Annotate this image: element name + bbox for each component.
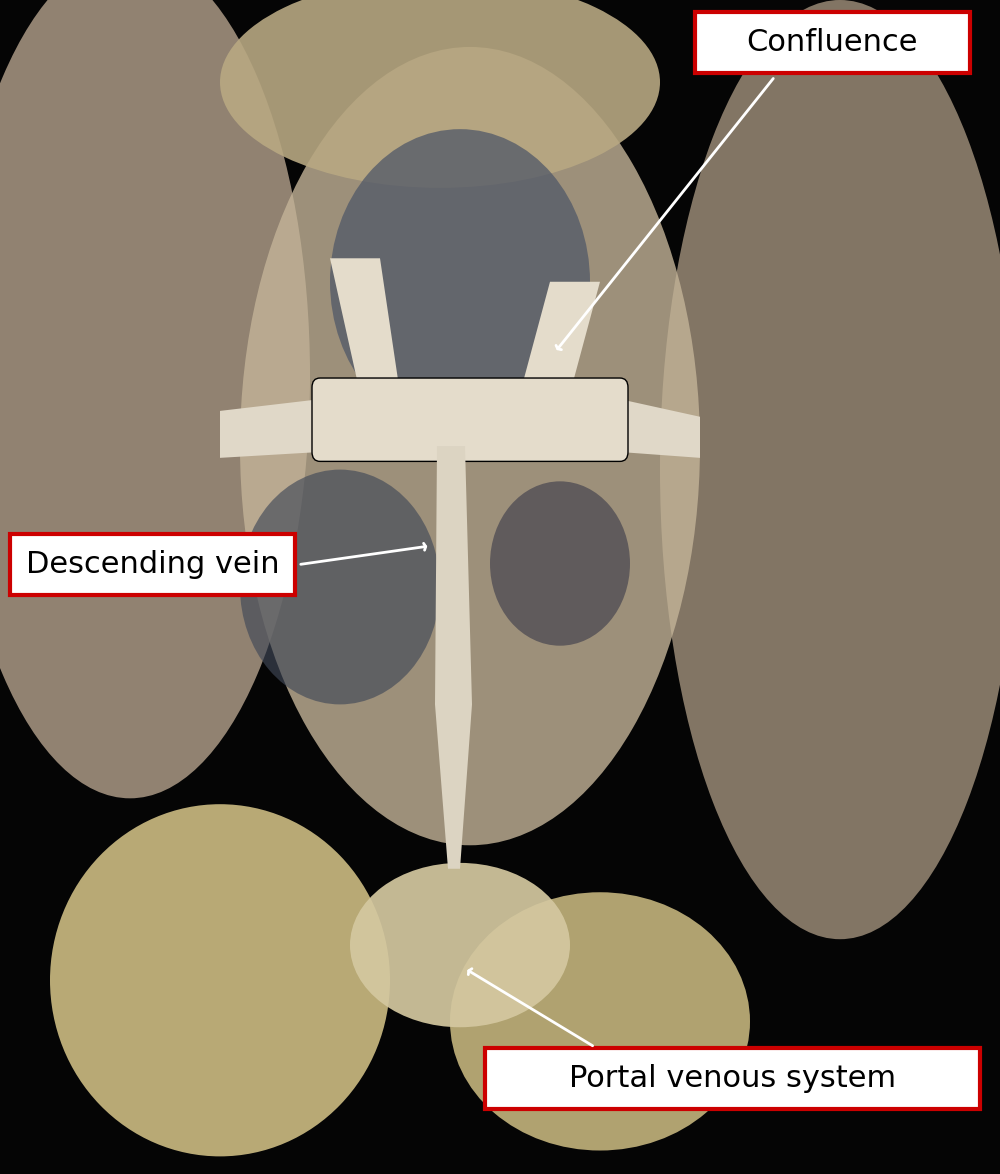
Text: Confluence: Confluence xyxy=(747,28,918,56)
Text: Portal venous system: Portal venous system xyxy=(569,1065,896,1093)
Ellipse shape xyxy=(450,892,750,1151)
Polygon shape xyxy=(435,446,472,869)
Ellipse shape xyxy=(220,0,660,188)
FancyBboxPatch shape xyxy=(695,12,970,73)
Polygon shape xyxy=(220,399,320,458)
FancyBboxPatch shape xyxy=(485,1048,980,1109)
Polygon shape xyxy=(330,258,400,393)
Ellipse shape xyxy=(50,804,390,1156)
Ellipse shape xyxy=(240,470,440,704)
Polygon shape xyxy=(520,282,600,393)
Polygon shape xyxy=(620,399,700,458)
Ellipse shape xyxy=(490,481,630,646)
FancyBboxPatch shape xyxy=(312,378,628,461)
Text: Descending vein: Descending vein xyxy=(26,551,279,579)
FancyBboxPatch shape xyxy=(10,534,295,595)
Ellipse shape xyxy=(330,129,590,434)
Ellipse shape xyxy=(240,47,700,845)
Ellipse shape xyxy=(0,0,310,798)
Ellipse shape xyxy=(350,863,570,1027)
Ellipse shape xyxy=(660,0,1000,939)
